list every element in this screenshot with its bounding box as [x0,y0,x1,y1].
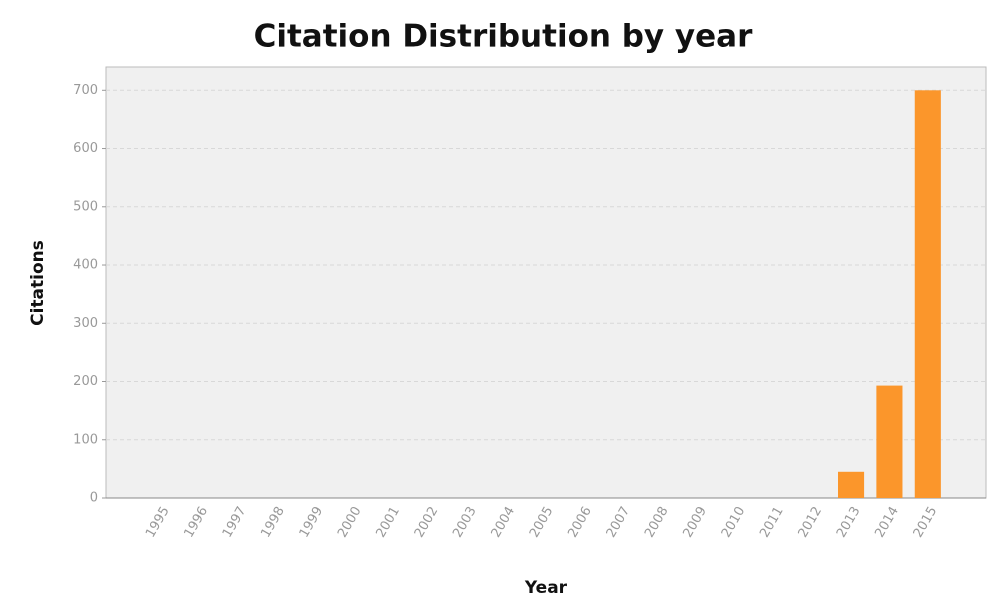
bar [876,385,903,498]
x-axis-label: Year [524,578,568,598]
y-tick-label: 500 [73,199,98,214]
x-tick-label: 1996 [182,504,212,540]
x-tick-label: 2006 [565,504,595,540]
x-tick-label: 1999 [297,504,327,540]
y-tick-label: 100 [73,432,98,447]
x-tick-label: 1998 [258,504,288,540]
y-axis-label: Citations [28,240,48,326]
y-tick-label: 600 [73,141,98,156]
x-tick-label: 2000 [335,504,365,540]
x-tick-label: 2008 [642,504,672,540]
plot-area [105,66,987,499]
x-tick-label: 2014 [872,504,902,540]
y-tick-label: 400 [73,258,98,273]
x-tick-label: 2003 [450,504,480,540]
bar [837,471,865,498]
x-tick-label: 2005 [527,504,557,540]
x-tick-label: 2001 [373,504,403,540]
x-tick-label: 2013 [834,504,864,540]
x-tick-label: 2011 [757,504,787,540]
y-tick-label: 200 [73,374,98,389]
x-tick-label: 2012 [796,504,826,540]
x-tick-label: 2007 [604,504,634,540]
x-tick-label: 2002 [412,504,442,540]
y-tick-label: 300 [73,316,98,331]
x-tick-label: 2010 [719,504,749,540]
x-tick-label: 1995 [143,504,173,540]
x-tick-label: 2015 [911,504,941,540]
x-tick-label: 1997 [220,504,250,540]
y-tick-label: 0 [90,491,98,506]
y-tick-label: 700 [73,83,98,98]
bar [914,90,941,498]
x-tick-label: 2004 [489,504,519,540]
x-tick-label: 2009 [680,504,710,540]
chart-title: Citation Distribution by year [254,19,753,55]
